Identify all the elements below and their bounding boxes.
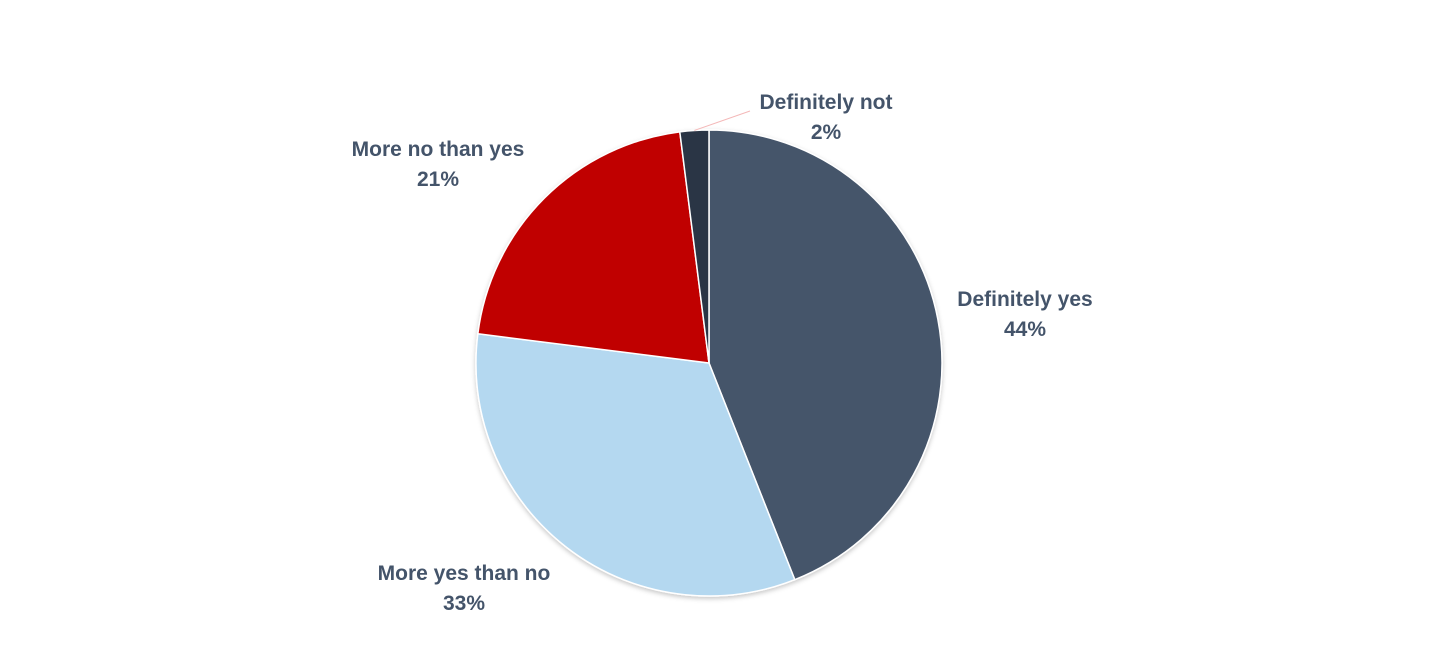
slice-value-label: 33% — [443, 592, 485, 615]
pie-slice-definitely-not — [679, 129, 710, 364]
slice-category-label: More no than yes — [352, 138, 525, 161]
pie-slice-more-yes-than-no — [475, 333, 796, 597]
slice-value-label: 21% — [417, 168, 459, 191]
pie-slice-definitely-yes — [708, 129, 943, 581]
slice-label-definitely-yes: Definitely yes 44% — [957, 288, 1092, 341]
slice-label-more-no-than-yes: More no than yes 21% — [352, 138, 525, 191]
slice-label-definitely-not: Definitely not 2% — [759, 91, 892, 144]
slice-value-label: 2% — [811, 121, 842, 144]
slice-category-label: Definitely not — [759, 91, 892, 114]
leader-line-definitely-not — [694, 110, 751, 131]
slice-category-label: Definitely yes — [957, 288, 1092, 311]
pie-slices — [475, 129, 943, 597]
slice-label-more-yes-than-no: More yes than no 33% — [378, 562, 551, 615]
leader-lines — [694, 110, 751, 131]
pie-slice-more-no-than-yes — [477, 131, 710, 364]
slice-value-label: 44% — [1004, 318, 1046, 341]
slice-category-label: More yes than no — [378, 562, 551, 585]
